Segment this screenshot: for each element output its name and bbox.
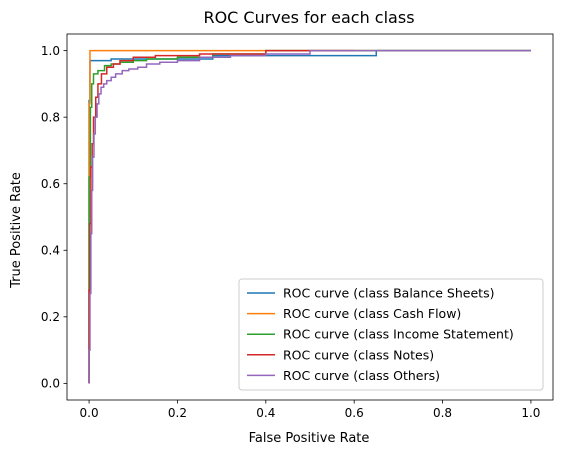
x-tick-label: 0.0 [80,406,99,420]
legend-label-3: ROC curve (class Notes) [283,347,434,362]
legend-label-2: ROC curve (class Income Statement) [283,327,514,342]
y-tick-label: 0.0 [41,377,60,391]
legend-label-0: ROC curve (class Balance Sheets) [283,286,494,301]
legend-label-1: ROC curve (class Cash Flow) [283,306,461,321]
y-tick-label: 0.8 [41,110,60,124]
y-tick-label: 0.2 [41,310,60,324]
x-tick-label: 0.4 [256,406,275,420]
legend: ROC curve (class Balance Sheets) ROC curv… [239,279,543,390]
y-tick-label: 0.6 [41,177,60,191]
y-tick-label: 1.0 [41,44,60,58]
x-axis-label: False Positive Rate [249,431,370,446]
x-tick-label: 0.2 [168,406,187,420]
y-axis-label: True Positive Rate [9,172,24,289]
legend-label-4: ROC curve (class Others) [283,368,440,383]
x-tick-label: 1.0 [521,406,540,420]
chart-title: ROC Curves for each class [203,8,414,27]
x-tick-label: 0.8 [433,406,452,420]
y-tick-label: 0.4 [41,244,60,258]
x-tick-label: 0.6 [345,406,364,420]
